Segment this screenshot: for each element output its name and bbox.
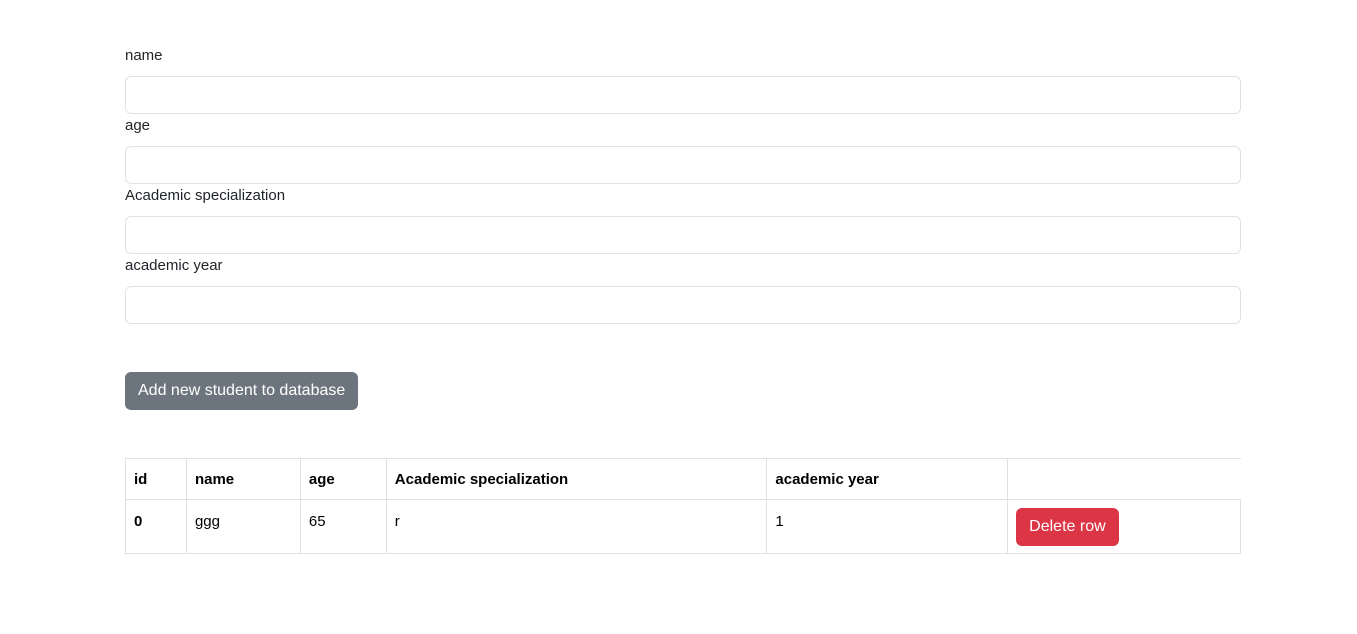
cell-specialization: r bbox=[385, 499, 768, 554]
header-actions bbox=[1007, 458, 1241, 500]
delete-row-button[interactable]: Delete row bbox=[1016, 508, 1119, 546]
cell-actions: Delete row bbox=[1007, 499, 1241, 554]
header-id: id bbox=[125, 458, 187, 500]
table-header-row: id name age Academic specialization acad… bbox=[125, 458, 1241, 500]
header-academic-year: academic year bbox=[766, 458, 1009, 500]
specialization-field-group: Academic specialization bbox=[125, 186, 1241, 254]
cell-age: 65 bbox=[299, 499, 387, 554]
students-table: id name age Academic specialization acad… bbox=[125, 458, 1241, 554]
academic-year-label: academic year bbox=[125, 257, 223, 274]
academic-year-field-group: academic year bbox=[125, 256, 1241, 324]
header-name: name bbox=[185, 458, 301, 500]
academic-year-input[interactable] bbox=[125, 286, 1241, 324]
add-student-button[interactable]: Add new student to database bbox=[125, 372, 359, 410]
specialization-input[interactable] bbox=[125, 216, 1241, 254]
cell-id: 0 bbox=[125, 499, 187, 554]
students-table-wrapper: id name age Academic specialization acad… bbox=[125, 458, 1241, 554]
age-label: age bbox=[125, 117, 151, 134]
cell-academic-year: 1 bbox=[766, 499, 1009, 554]
header-age: age bbox=[299, 458, 387, 500]
cell-name: ggg bbox=[185, 499, 301, 554]
age-field-group: age bbox=[125, 116, 1241, 184]
header-specialization: Academic specialization bbox=[385, 458, 768, 500]
name-input[interactable] bbox=[125, 76, 1241, 114]
specialization-label: Academic specialization bbox=[125, 187, 286, 204]
name-field-group: name bbox=[125, 46, 1241, 114]
age-input[interactable] bbox=[125, 146, 1241, 184]
name-label: name bbox=[125, 47, 163, 64]
table-row: 0 ggg 65 r 1 Delete row bbox=[125, 499, 1241, 554]
